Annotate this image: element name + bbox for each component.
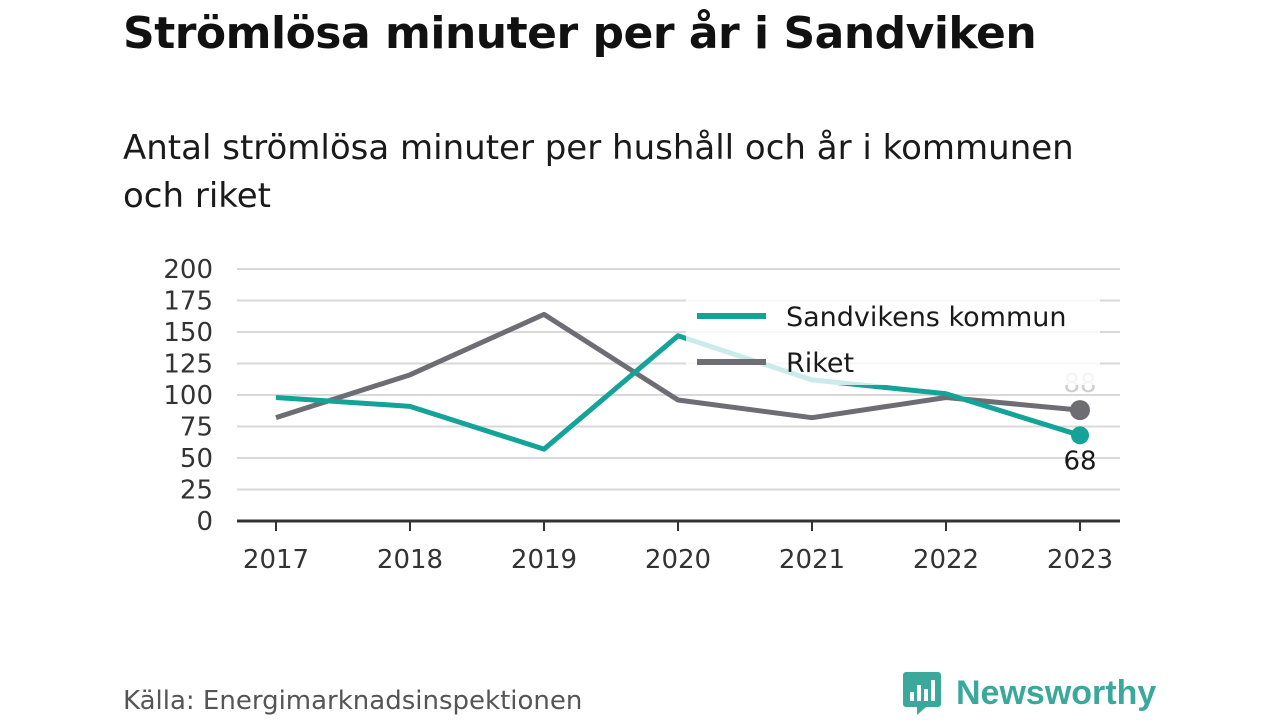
series-line-riket <box>275 311 1081 421</box>
legend-label: Riket <box>786 348 854 379</box>
series-line-sandvikens-kommun <box>275 333 1081 452</box>
y-tick-label: 0 <box>196 507 213 537</box>
x-tick-label: 2023 <box>1047 545 1113 575</box>
chart-subtitle: Antal strömlösa minuter per hushåll och … <box>123 128 1074 216</box>
x-tick-label: 2018 <box>377 545 443 575</box>
x-tick-label: 2019 <box>511 545 577 575</box>
brand-name: Newsworthy <box>956 673 1157 712</box>
y-tick-label: 175 <box>163 287 213 317</box>
riket-end-marker <box>1070 400 1090 421</box>
bar-chart-speech-bubble-icon <box>903 672 941 715</box>
sandviken-end-marker <box>1071 426 1089 445</box>
legend-label: Sandvikens kommun <box>786 302 1066 333</box>
x-tick-label: 2017 <box>243 545 309 575</box>
legend-background <box>686 293 1100 385</box>
x-tick-label: 2021 <box>779 545 845 575</box>
brand-logo[interactable]: Newsworthy <box>902 670 1156 716</box>
y-tick-label: 100 <box>163 381 213 411</box>
source-text: Källa: Energimarknadsinspektionen <box>123 686 583 716</box>
y-tick-label: 25 <box>180 476 213 506</box>
y-tick-label: 125 <box>163 350 213 380</box>
chart-title: Strömlösa minuter per år i Sandviken <box>123 8 1037 59</box>
y-tick-label: 75 <box>180 413 213 443</box>
x-tick-label: 2022 <box>913 545 979 575</box>
y-tick-label: 150 <box>163 318 213 348</box>
y-tick-label: 50 <box>180 444 213 474</box>
y-tick-label: 200 <box>163 255 213 285</box>
sandviken-end-label: 68 <box>1063 446 1096 476</box>
x-tick-label: 2020 <box>645 545 711 575</box>
